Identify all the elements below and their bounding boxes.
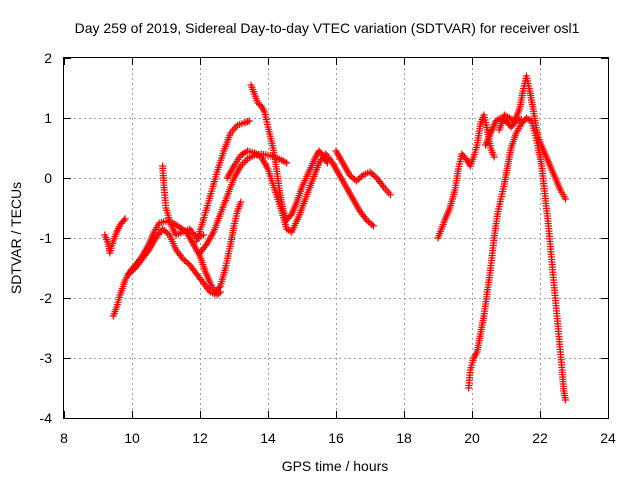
data-point-marker	[346, 171, 354, 179]
series-arc-m	[482, 114, 525, 149]
data-point-marker	[369, 171, 377, 179]
data-point-marker	[363, 216, 371, 224]
data-point-marker	[182, 258, 190, 266]
data-point-marker	[283, 159, 291, 167]
series-arc-c	[125, 225, 224, 299]
data-point-marker	[130, 266, 138, 273]
data-point-marker	[240, 119, 248, 127]
data-point-marker	[126, 269, 134, 276]
data-point-marker	[352, 177, 360, 185]
data-point-marker	[516, 116, 524, 124]
data-point-marker	[216, 288, 224, 296]
data-point-marker	[349, 174, 357, 182]
y-tick-label: 2	[44, 50, 52, 66]
data-point-marker	[164, 230, 172, 237]
data-point-marker	[237, 198, 245, 206]
data-point-marker	[490, 153, 498, 161]
x-tick-label: 10	[124, 430, 140, 446]
data-point-marker	[184, 260, 192, 267]
series-arc-h	[247, 81, 331, 224]
y-tick-label: 1	[44, 110, 52, 126]
data-point-marker	[347, 173, 355, 180]
series-arc-a	[101, 215, 129, 257]
x-tick-label: 14	[260, 430, 276, 446]
data-point-marker	[128, 267, 136, 275]
data-point-marker	[371, 173, 379, 180]
data-point-marker	[245, 117, 253, 125]
data-point-marker	[368, 221, 376, 228]
chart-title: Day 259 of 2019, Sidereal Day-to-day VTE…	[75, 20, 580, 36]
series-arc-i	[332, 147, 394, 199]
y-axis-label: SDTVAR / TECUs	[8, 182, 24, 294]
data-point-marker	[281, 158, 289, 166]
y-tick-label: -1	[40, 230, 53, 246]
data-point-marker	[517, 115, 525, 123]
x-axis-ticks: 8 10 12 14 16 18 20 22 24	[60, 58, 616, 446]
x-tick-label: 12	[192, 430, 208, 446]
data-point-marker	[181, 257, 189, 264]
data-point-marker	[121, 215, 129, 223]
plot-border	[63, 57, 609, 419]
data-point-marker	[215, 284, 223, 291]
y-tick-label: 0	[44, 170, 52, 186]
y-axis-ticks: -4 -3 -2 -1 0 1 2	[40, 50, 608, 426]
data-point-marker	[199, 231, 207, 239]
data-point-marker	[354, 176, 362, 183]
data-point-marker	[254, 99, 262, 107]
data-point-marker	[358, 173, 365, 180]
data-point-marker	[364, 218, 372, 225]
data-point-marker	[159, 225, 167, 233]
data-point-marker	[160, 227, 168, 234]
x-tick-label: 18	[396, 430, 412, 446]
data-point-marker	[215, 290, 223, 297]
data-points	[101, 72, 569, 404]
x-tick-label: 22	[532, 430, 548, 446]
data-point-marker	[366, 219, 374, 227]
data-point-marker	[213, 291, 221, 299]
data-point-marker	[356, 174, 364, 182]
series-arc-l	[495, 72, 569, 203]
data-point-marker	[368, 170, 376, 177]
series-arc-k	[465, 114, 569, 404]
data-point-marker	[366, 168, 374, 176]
y-tick-label: -3	[40, 350, 53, 366]
data-point-marker	[562, 396, 569, 404]
y-tick-label: -2	[40, 290, 53, 306]
data-point-marker	[162, 228, 170, 236]
series-arc-b	[109, 198, 245, 320]
series-arc-e	[193, 117, 253, 245]
data-point-marker	[120, 216, 128, 224]
series-arc-d	[159, 162, 207, 242]
data-point-marker	[562, 195, 569, 203]
x-axis-label: GPS time / hours	[282, 458, 389, 474]
data-point-marker	[386, 191, 394, 199]
data-point-marker	[324, 159, 331, 167]
x-tick-label: 20	[464, 430, 480, 446]
x-tick-label: 8	[60, 430, 68, 446]
x-tick-label: 16	[328, 430, 344, 446]
data-point-marker	[369, 222, 377, 230]
x-tick-label: 24	[600, 430, 616, 446]
data-point-marker	[179, 255, 187, 263]
y-tick-label: -4	[40, 410, 53, 426]
data-point-marker	[125, 270, 133, 278]
